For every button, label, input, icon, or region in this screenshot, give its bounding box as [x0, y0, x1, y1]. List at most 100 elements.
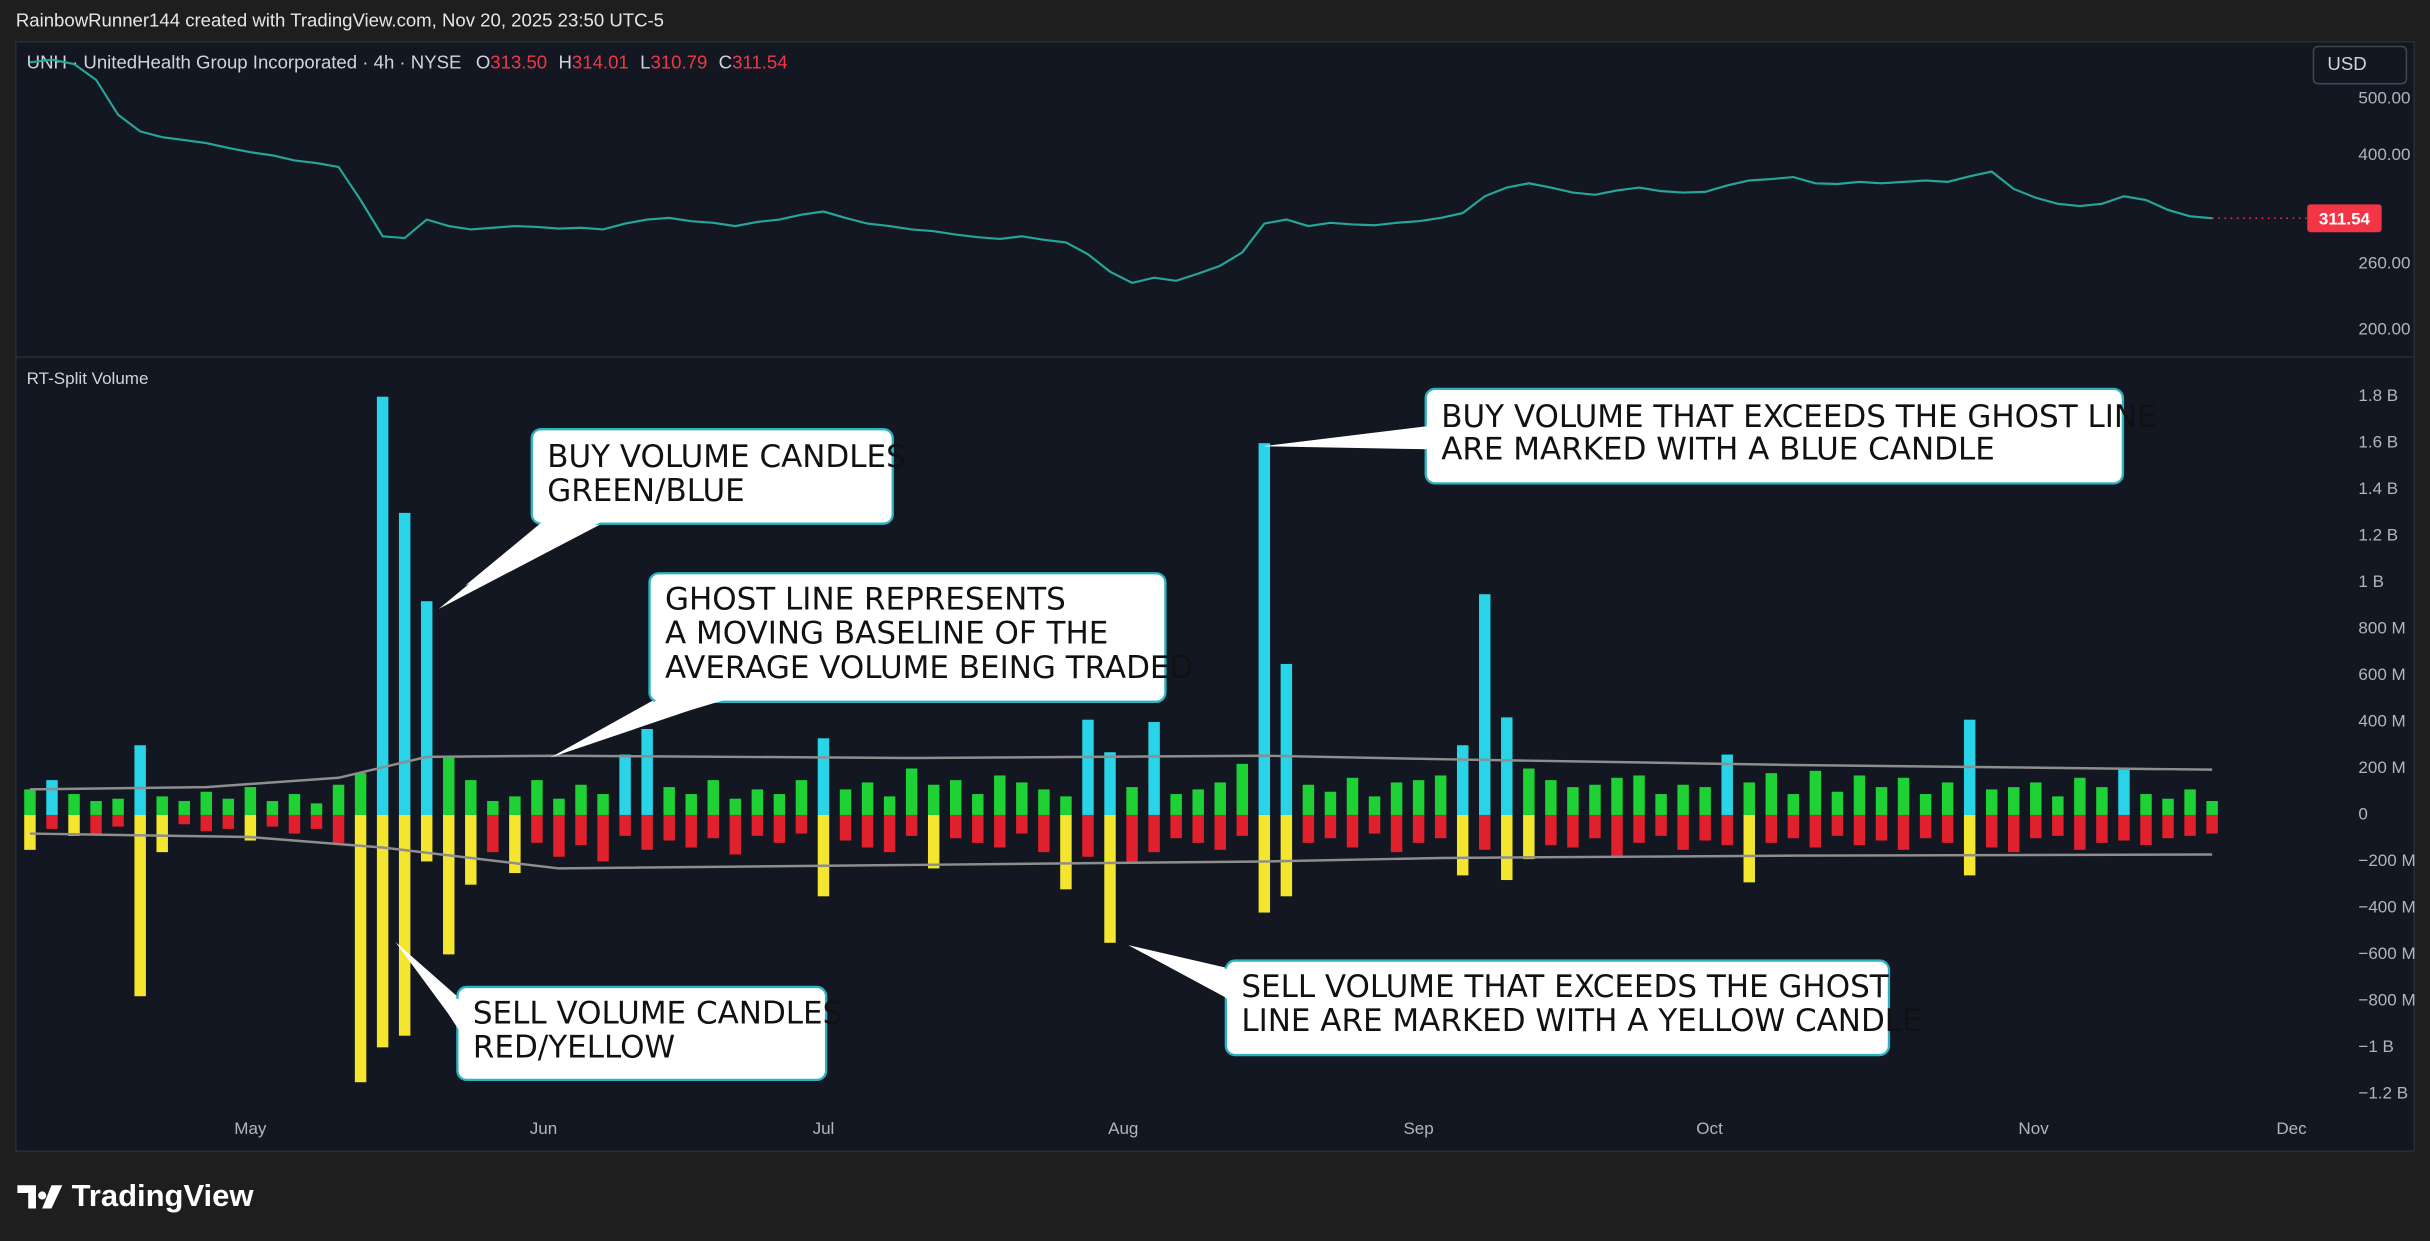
volume-bar	[773, 794, 786, 815]
currency-button-box[interactable]	[2312, 45, 2408, 85]
volume-bar	[68, 794, 80, 815]
y-tick-label: 800 M	[2358, 619, 2405, 638]
volume-bar	[1082, 719, 1094, 815]
volume-bar	[2052, 814, 2064, 836]
volume-bar	[1919, 814, 1932, 839]
volume-bar	[266, 801, 279, 815]
volume-bar	[2162, 798, 2174, 815]
callout-text: SELL VOLUME THAT EXCEEDS THE GHOST	[1241, 969, 1888, 1005]
volume-bar	[1875, 787, 1888, 815]
volume-bar	[398, 814, 411, 1036]
volume-bar	[90, 814, 102, 834]
volume-bar	[487, 814, 499, 853]
callout-text: RED/YELLOW	[473, 1029, 675, 1065]
volume-bar	[134, 745, 146, 815]
volume-bar	[663, 814, 675, 841]
volume-bar	[1148, 722, 1160, 815]
volume-bar	[619, 754, 631, 815]
volume-bar	[1479, 594, 1491, 815]
volume-bar	[1060, 814, 1072, 890]
volume-bar	[773, 814, 786, 843]
volume-bar	[178, 814, 190, 825]
callout-text: GREEN/BLUE	[547, 473, 744, 509]
volume-bar	[509, 814, 521, 874]
x-tick-label: Jun	[530, 1119, 557, 1138]
y-tick-label: −200 M	[2358, 851, 2415, 870]
volume-bar	[465, 814, 477, 885]
volume-bar	[46, 814, 58, 829]
volume-bar	[1743, 814, 1755, 883]
callout-text: ARE MARKED WITH A BLUE CANDLE	[1441, 431, 1995, 467]
callout-text: BUY VOLUME THAT EXCEEDS THE GHOST LINE	[1441, 399, 2156, 435]
volume-bar	[222, 814, 235, 829]
volume-bar	[2162, 814, 2174, 839]
volume-bar	[1853, 775, 1866, 815]
legend-key: C	[719, 51, 732, 72]
volume-bar	[1787, 814, 1800, 839]
volume-bar	[1346, 814, 1359, 848]
ghost-line	[29, 754, 2213, 791]
volume-bar	[1699, 814, 1711, 841]
last-price-box	[2307, 204, 2382, 233]
volume-bar	[1126, 814, 1138, 862]
x-tick-label: Sep	[1403, 1119, 1433, 1138]
y-tick-label: 1.4 B	[2358, 479, 2398, 498]
callout-text: LINE ARE MARKED WITH A YELLOW CANDLE	[1241, 1003, 1921, 1039]
volume-bar	[112, 798, 124, 815]
volume-bar	[1941, 782, 1954, 815]
callout: GHOST LINE REPRESENTS A MOVING BASELINE …	[550, 572, 1193, 758]
volume-bar	[487, 801, 499, 815]
volume-bar	[1390, 814, 1403, 853]
volume-bar	[222, 798, 235, 815]
callout: BUY VOLUME CANDLES GREEN/BLUE	[438, 427, 906, 609]
volume-bar	[1324, 814, 1337, 839]
ghost-line	[29, 832, 2213, 870]
legend-value: 310.79	[650, 51, 707, 72]
volume-bar	[685, 794, 697, 815]
volume-bar	[1302, 784, 1315, 815]
volume-bar	[1765, 814, 1778, 843]
credit: RainbowRunner144 created with TradingVie…	[16, 10, 664, 31]
y-tick-label: 400.00	[2358, 145, 2410, 164]
volume-bar	[949, 814, 962, 839]
currency-label[interactable]: USD	[2327, 53, 2366, 74]
volume-bar	[376, 396, 389, 815]
volume-bar	[905, 814, 918, 836]
callout-tail	[550, 697, 729, 758]
volume-bar	[1104, 752, 1116, 815]
volume-bar	[1456, 814, 1469, 876]
volume-bar	[751, 789, 764, 815]
callout-text: SELL VOLUME CANDLES	[473, 995, 842, 1031]
volume-bar	[949, 780, 962, 815]
callout-tail	[438, 520, 608, 609]
volume-bar	[641, 814, 653, 850]
y-tick-label: 1.8 B	[2358, 386, 2398, 405]
volume-bar	[332, 814, 345, 843]
logo-mark	[17, 1185, 63, 1209]
volume-bar	[641, 728, 653, 815]
legend-symbol: UNH · UnitedHealth Group Incorporated · …	[27, 51, 462, 72]
volume-bar	[994, 775, 1006, 815]
volume-bar	[2096, 787, 2108, 815]
volume-bar	[178, 801, 190, 815]
volume-bar	[376, 814, 389, 1048]
volume-bar	[2008, 787, 2020, 815]
volume-bar	[663, 787, 675, 815]
currency-button[interactable]: USD	[2312, 45, 2408, 85]
volume-bar	[1236, 763, 1249, 815]
volume-bar	[883, 814, 896, 853]
volume-bar	[1501, 814, 1513, 881]
volume-bar	[1258, 443, 1271, 815]
callout-box	[530, 427, 894, 525]
volume-bar	[1655, 814, 1667, 836]
volume-bar	[2030, 782, 2042, 815]
price-line	[29, 58, 2213, 285]
volume-bar	[729, 814, 742, 855]
y-tick-label: 200.00	[2358, 319, 2410, 338]
volume-bar	[1038, 814, 1050, 853]
volume-bar	[1831, 814, 1844, 836]
callout-tail-cover	[589, 698, 729, 741]
volume-bar	[1589, 814, 1601, 839]
volume-bar	[817, 738, 830, 815]
